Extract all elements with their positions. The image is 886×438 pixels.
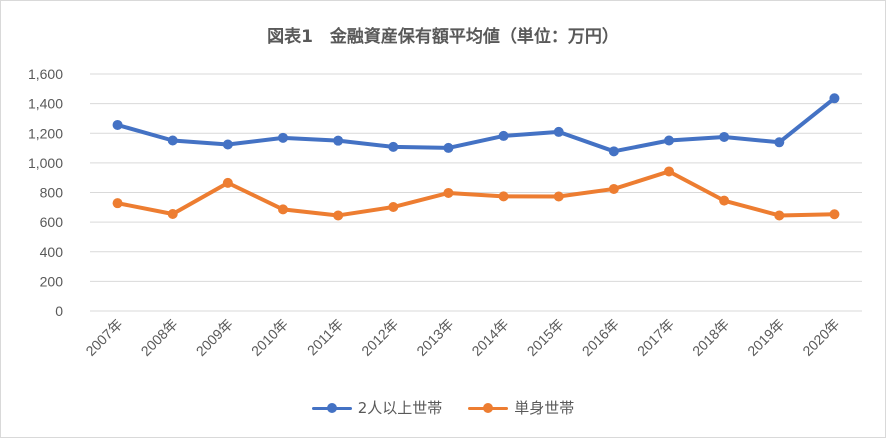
data-point-series-1 xyxy=(774,137,785,148)
y-tick-label: 400 xyxy=(40,244,64,260)
data-point-series-2 xyxy=(719,195,730,206)
data-point-series-2 xyxy=(443,187,454,198)
x-tick-label: 2016年 xyxy=(579,316,622,359)
x-tick-label: 2009年 xyxy=(193,316,236,359)
x-tick-label: 2014年 xyxy=(468,316,511,359)
data-point-series-2 xyxy=(608,183,619,194)
data-point-series-1 xyxy=(553,126,564,137)
data-point-series-1 xyxy=(443,142,454,153)
legend-item-series-2: 単身世帯 xyxy=(468,397,574,418)
legend-swatch-series-2 xyxy=(468,401,509,415)
y-tick-label: 1,600 xyxy=(28,66,63,82)
x-tick-label: 2012年 xyxy=(358,316,401,359)
y-tick-label: 800 xyxy=(40,185,64,201)
data-point-series-1 xyxy=(112,119,123,130)
data-point-series-2 xyxy=(829,209,840,220)
legend-swatch-series-1 xyxy=(311,401,352,415)
data-point-series-1 xyxy=(167,135,178,146)
y-tick-label: 0 xyxy=(55,303,63,319)
data-point-series-2 xyxy=(167,208,178,219)
series-line-2 xyxy=(115,169,837,218)
legend-label-series-2: 単身世帯 xyxy=(514,399,575,417)
series-group xyxy=(112,93,840,221)
data-point-series-2 xyxy=(222,177,233,188)
x-tick-label: 2010年 xyxy=(248,316,291,359)
data-point-series-1 xyxy=(388,141,399,152)
x-tick-label: 2019年 xyxy=(744,316,787,359)
y-axis-ticks: 0 200 400 600 800 1,000 1,200 1,400 1,600 xyxy=(28,66,63,319)
y-tick-label: 1,200 xyxy=(28,125,63,141)
legend-label-series-1: 2人以上世帯 xyxy=(357,399,443,417)
x-tick-label: 2013年 xyxy=(413,316,456,359)
data-point-series-2 xyxy=(278,204,288,215)
data-point-series-2 xyxy=(112,198,123,209)
data-point-series-1 xyxy=(719,131,730,142)
x-tick-label: 2020年 xyxy=(799,316,842,359)
data-point-series-2 xyxy=(388,202,399,213)
x-tick-label: 2007年 xyxy=(82,316,125,359)
data-point-series-2 xyxy=(774,210,785,221)
data-point-series-1 xyxy=(829,93,840,104)
x-tick-label: 2018年 xyxy=(689,316,732,359)
data-point-series-2 xyxy=(498,191,509,202)
x-axis-ticks: 2007年 2008年 2009年 2010年 2011年 2012年 2013年 2014年… xyxy=(82,316,842,359)
x-tick-label: 2011年 xyxy=(304,316,347,359)
data-point-series-1 xyxy=(222,139,233,150)
y-tick-label: 600 xyxy=(40,214,64,230)
x-tick-label: 2008年 xyxy=(138,316,181,359)
data-point-series-1 xyxy=(498,130,509,141)
y-tick-label: 1,000 xyxy=(28,155,63,171)
x-tick-label: 2015年 xyxy=(524,316,567,359)
data-point-series-1 xyxy=(278,132,288,143)
y-tick-label: 200 xyxy=(40,273,64,289)
y-tick-label: 1,400 xyxy=(28,96,63,112)
x-tick-label: 2017年 xyxy=(634,316,677,359)
chart-title: 図表1 金融資産保有額平均値（単位：万円） xyxy=(267,27,619,47)
data-point-series-1 xyxy=(664,135,674,146)
data-point-series-1 xyxy=(333,135,344,146)
data-point-series-2 xyxy=(553,191,564,202)
data-point-series-2 xyxy=(333,210,344,221)
legend: 2人以上世帯 単身世帯 xyxy=(0,397,886,418)
data-point-series-2 xyxy=(664,166,674,177)
gridlines xyxy=(90,73,862,312)
series-line-1 xyxy=(115,96,837,154)
legend-item-series-1: 2人以上世帯 xyxy=(311,397,443,418)
data-point-series-1 xyxy=(608,146,619,157)
